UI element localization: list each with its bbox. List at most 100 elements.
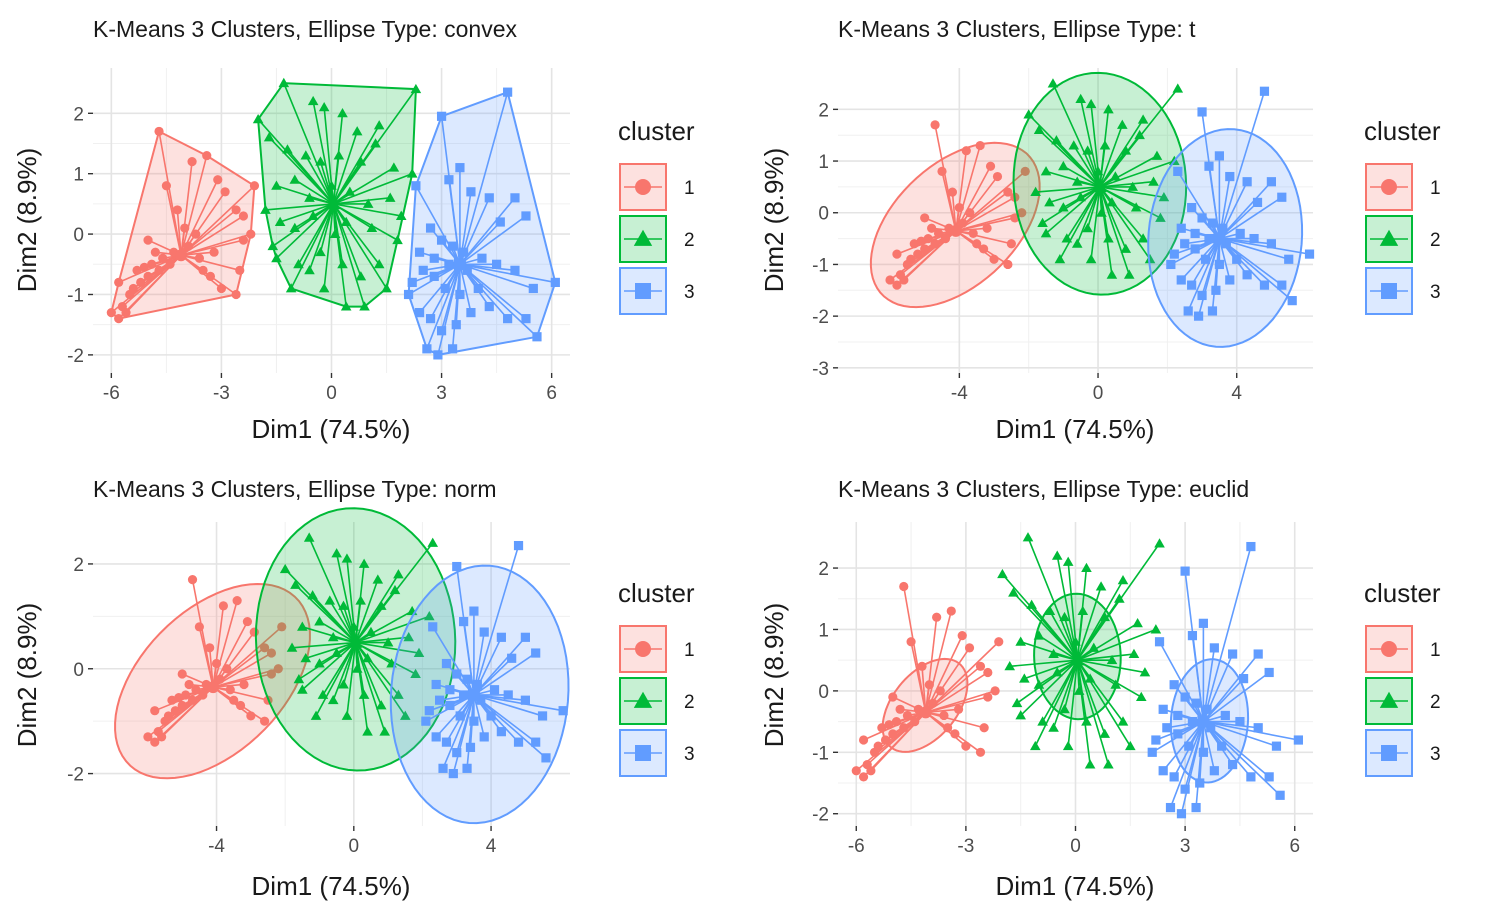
point-cluster-2 (389, 584, 401, 595)
point-cluster-3 (441, 737, 452, 747)
point-cluster-1 (940, 233, 951, 244)
point-cluster-3 (1264, 772, 1274, 782)
star-segment (1099, 155, 1158, 188)
star-segment (1038, 129, 1101, 188)
point-cluster-3 (1293, 735, 1303, 745)
point-cluster-2 (307, 590, 318, 600)
star-segment (1049, 186, 1101, 204)
star-segment (1099, 186, 1165, 199)
point-cluster-1 (246, 711, 256, 721)
point-cluster-1 (180, 223, 190, 233)
point-cluster-2 (1011, 697, 1023, 708)
centroid-cluster-2 (348, 635, 363, 648)
point-cluster-1 (924, 680, 934, 690)
point-cluster-1 (895, 704, 905, 714)
point-cluster-2 (331, 647, 342, 658)
point-cluster-1 (975, 140, 985, 151)
point-cluster-1 (163, 711, 174, 721)
point-cluster-3 (541, 753, 551, 763)
point-cluster-2 (1071, 238, 1083, 248)
star-segment (180, 233, 252, 256)
point-cluster-3 (1242, 270, 1252, 280)
point-cluster-3 (503, 690, 513, 700)
point-cluster-3 (414, 247, 425, 257)
star-segment (1202, 721, 1281, 796)
legend-key-marker (1381, 283, 1397, 299)
star-segment (355, 636, 409, 644)
point-cluster-1 (218, 601, 229, 611)
star-segment (1076, 622, 1139, 661)
star-segment (355, 615, 430, 644)
y-tick-label: 1 (73, 165, 84, 186)
point-cluster-3 (462, 265, 472, 275)
point-cluster-3 (414, 308, 425, 318)
point-cluster-2 (314, 616, 325, 626)
point-cluster-3 (532, 332, 542, 342)
point-cluster-2 (1103, 104, 1114, 114)
point-cluster-1 (184, 679, 194, 690)
point-cluster-2 (1015, 710, 1026, 720)
point-cluster-3 (455, 289, 465, 300)
point-cluster-1 (885, 275, 895, 285)
legend-key-marker (1381, 179, 1397, 195)
star-segment (332, 203, 380, 265)
star-segment (208, 647, 214, 688)
point-cluster-1 (213, 175, 223, 185)
star-segment (1024, 659, 1078, 680)
star-segment (473, 652, 537, 696)
point-cluster-3 (1264, 667, 1274, 678)
y-tick-label: -1 (67, 285, 84, 306)
star-segment (1187, 238, 1221, 312)
point-cluster-1 (147, 259, 157, 269)
star-segment (1202, 546, 1252, 722)
point-cluster-2 (341, 710, 353, 720)
point-cluster-1 (143, 271, 153, 281)
point-cluster-2 (340, 301, 352, 311)
point-cluster-2 (300, 150, 312, 160)
point-cluster-1 (928, 698, 938, 708)
star-segment (268, 136, 334, 205)
star-segment (1052, 83, 1101, 188)
star-segment (1067, 660, 1079, 747)
point-cluster-2 (1033, 630, 1045, 640)
point-cluster-3 (1242, 177, 1252, 187)
point-cluster-3 (445, 685, 455, 695)
point-cluster-2 (373, 120, 385, 130)
point-cluster-2 (326, 180, 337, 190)
point-cluster-2 (1137, 114, 1149, 124)
point-cluster-1 (139, 262, 149, 272)
star-segment (1073, 145, 1101, 188)
star-segment (1202, 653, 1259, 723)
star-segment (332, 155, 340, 204)
point-cluster-3 (1217, 741, 1227, 751)
point-cluster-2 (410, 83, 422, 94)
point-cluster-1 (935, 686, 945, 696)
point-cluster-1 (238, 235, 249, 245)
x-tick-label: -3 (957, 836, 974, 857)
point-cluster-3 (1209, 643, 1219, 653)
point-cluster-3 (411, 181, 421, 191)
star-segment (1202, 671, 1270, 723)
point-cluster-1 (143, 235, 153, 245)
point-cluster-2 (388, 162, 400, 172)
point-cluster-3 (452, 561, 462, 572)
point-cluster-3 (1190, 228, 1200, 239)
point-cluster-2 (338, 600, 349, 610)
point-cluster-2 (410, 668, 421, 678)
cluster-3-group (389, 540, 570, 825)
point-cluster-1 (954, 202, 964, 213)
point-cluster-3 (466, 308, 476, 318)
point-cluster-3 (440, 283, 450, 294)
point-cluster-2 (1117, 119, 1128, 129)
star-segment (323, 203, 335, 289)
legend-title: cluster (1364, 116, 1441, 146)
star-segment (1195, 721, 1205, 808)
point-cluster-2 (395, 210, 407, 220)
point-cluster-3 (1158, 766, 1168, 776)
point-cluster-2 (1132, 618, 1143, 628)
star-segment (1034, 659, 1079, 747)
point-cluster-3 (1214, 259, 1224, 270)
point-cluster-2 (340, 216, 352, 226)
point-cluster-2 (278, 77, 290, 88)
point-cluster-1 (892, 249, 902, 259)
